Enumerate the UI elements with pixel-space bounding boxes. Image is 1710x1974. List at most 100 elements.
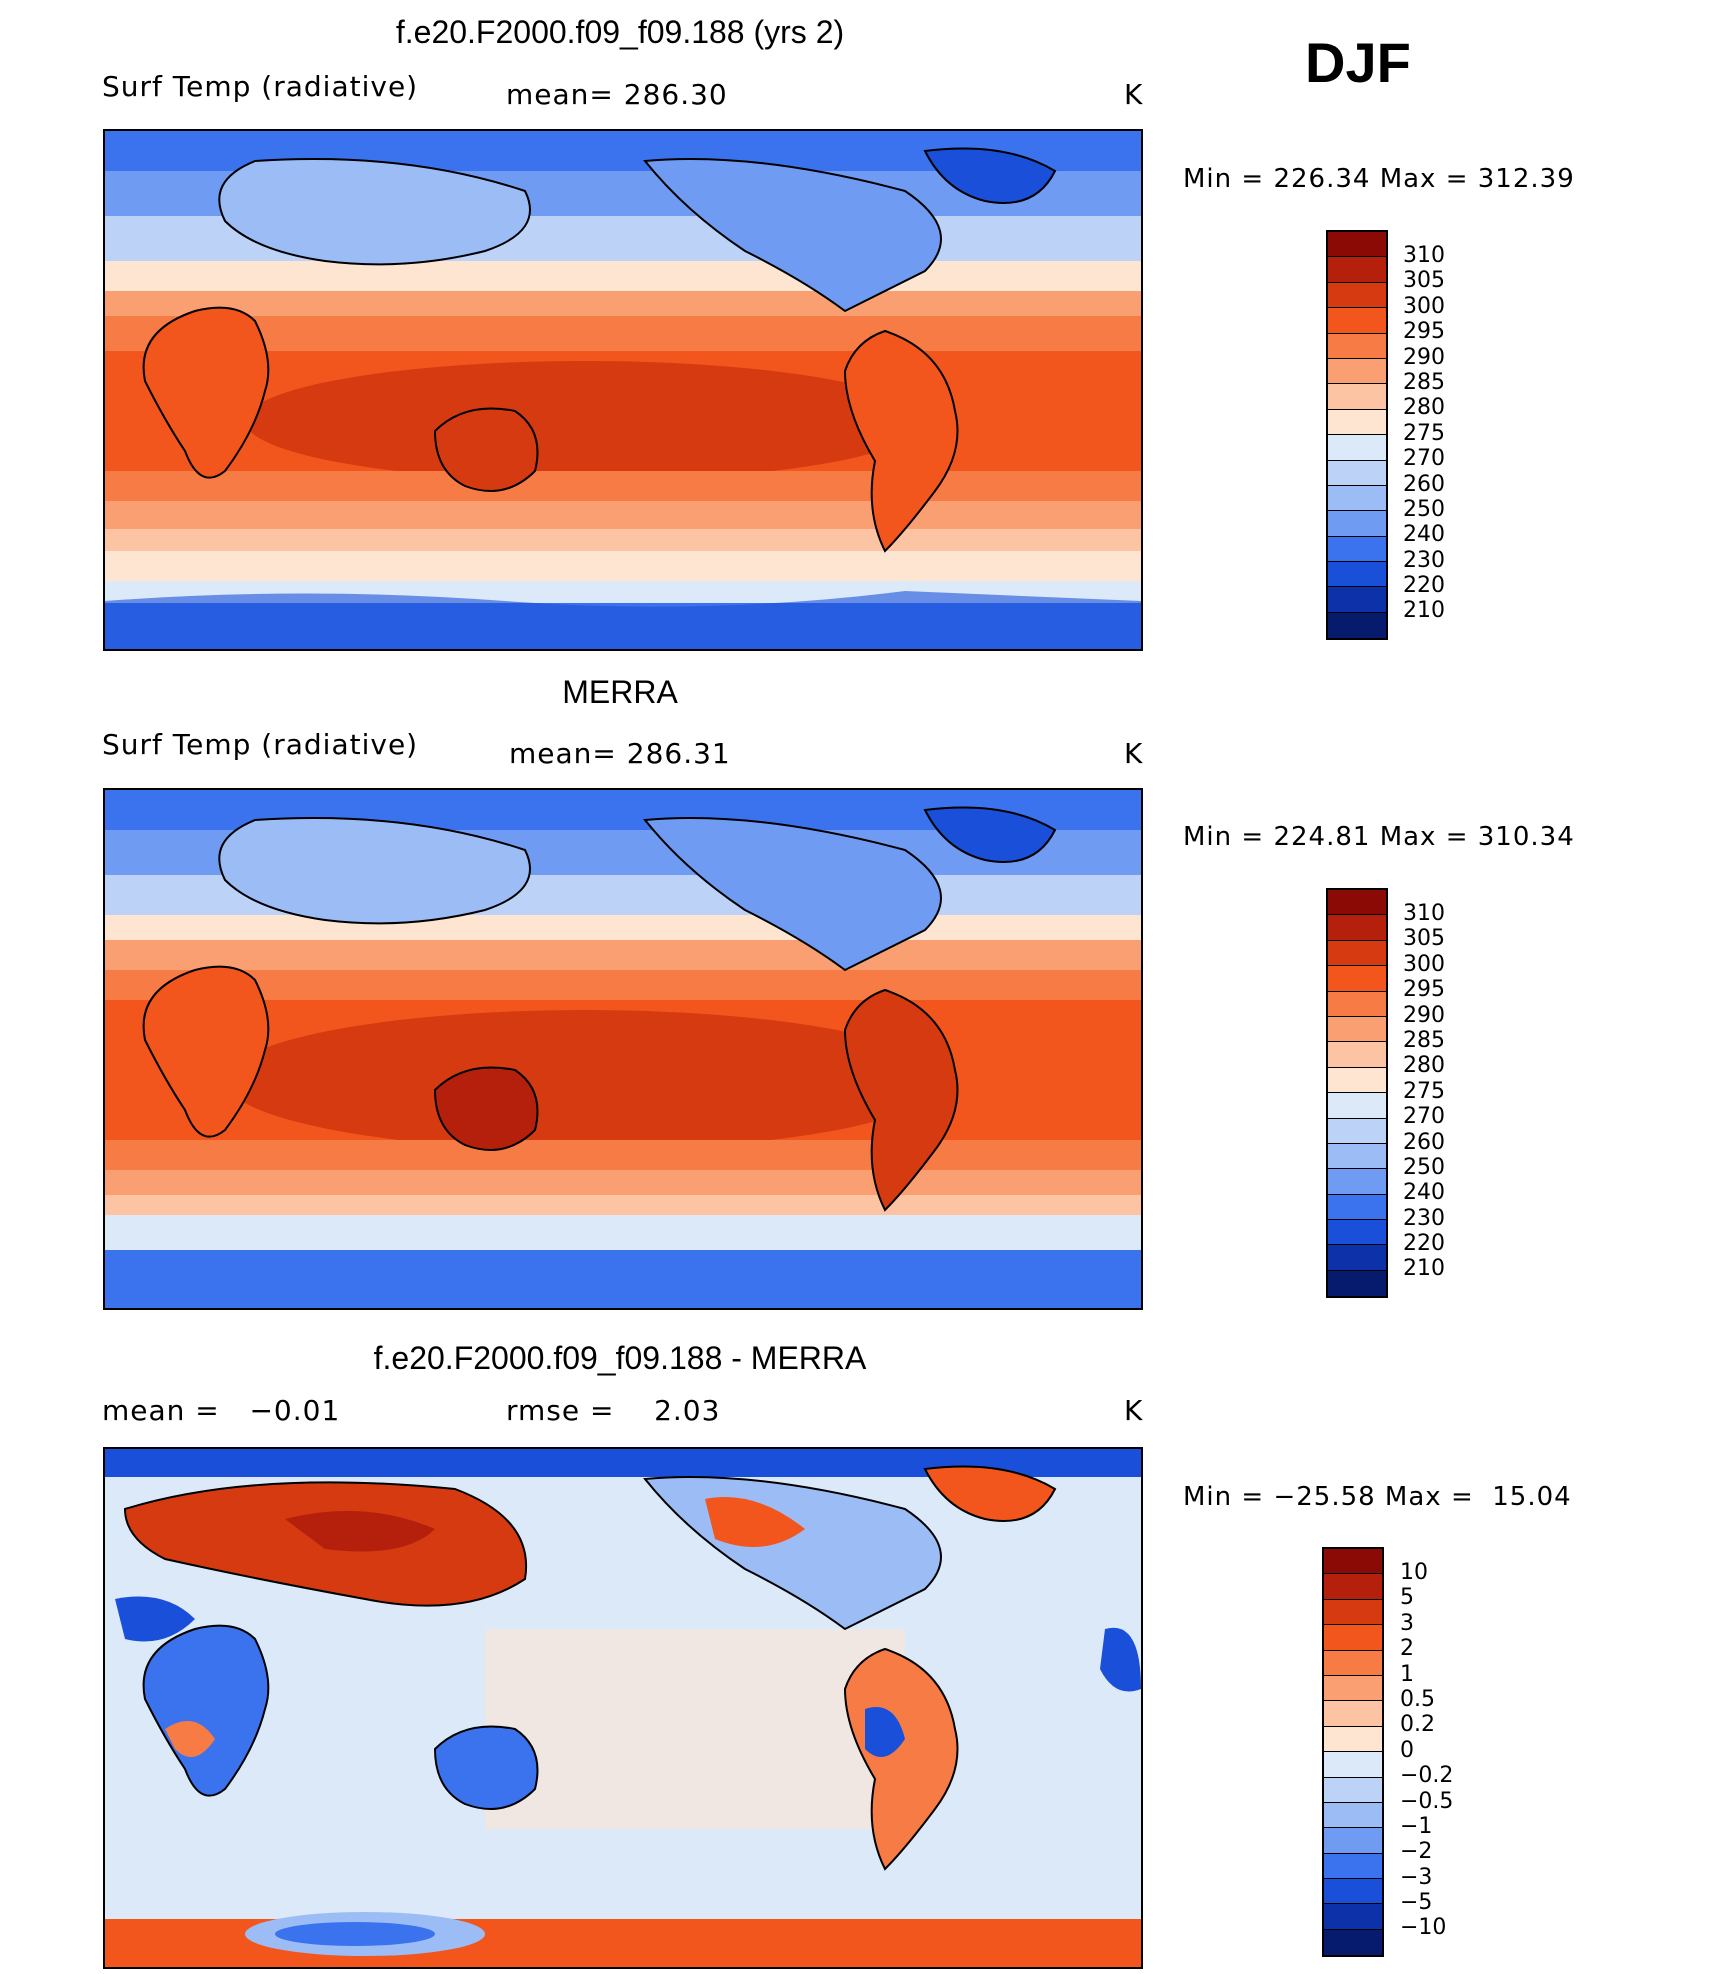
panel-field-label-model: Surf Temp (radiative) (102, 70, 419, 103)
colorbar-swatch (1328, 435, 1386, 461)
panel-field-label-obs: Surf Temp (radiative) (102, 728, 419, 761)
colorbar-tick: 240 (1403, 1180, 1445, 1206)
colorbar-tick: 1 (1400, 1661, 1414, 1687)
colorbar-tick: 250 (1403, 1154, 1445, 1180)
colorbar-swatch (1328, 562, 1386, 588)
colorbar-swatch (1328, 232, 1386, 258)
colorbar-tick: 290 (1403, 1002, 1445, 1028)
map-model (103, 129, 1143, 651)
colorbar-ticks-model: 310 305 300 295 290 285 280 275 270 260 … (1403, 243, 1445, 624)
colorbar-model (1326, 230, 1388, 641)
colorbar-swatch (1328, 511, 1386, 537)
colorbar-tick: 290 (1403, 344, 1445, 370)
colorbar-swatch (1328, 485, 1386, 512)
colorbar-swatch (1328, 915, 1386, 941)
colorbar-tick: 280 (1403, 1053, 1445, 1079)
colorbar-tick: 0.2 (1400, 1712, 1435, 1738)
colorbar-swatch (1328, 1143, 1386, 1170)
colorbar-swatch (1324, 1650, 1382, 1676)
colorbar-ticks-obs: 310 305 300 295 290 285 280 275 270 260 … (1403, 901, 1445, 1282)
colorbar-swatch (1328, 384, 1386, 410)
colorbar-swatch (1324, 1752, 1382, 1778)
colorbar-tick: 210 (1403, 598, 1445, 624)
colorbar-swatch (1324, 1777, 1382, 1803)
colorbar-swatch (1324, 1599, 1382, 1626)
panel-title-model: f.e20.F2000.f09_f09.188 (yrs 2) (395, 14, 845, 50)
panel-units-diff: K (1124, 1394, 1144, 1427)
colorbar-swatch (1328, 257, 1386, 283)
colorbar-swatch (1328, 1270, 1386, 1297)
colorbar-tick: 220 (1403, 573, 1445, 599)
colorbar-swatch (1324, 1929, 1382, 1956)
colorbar-tick: 305 (1403, 926, 1445, 952)
panel-minmax-obs: Min = 224.81 Max = 310.34 (1183, 822, 1575, 852)
colorbar-swatch (1324, 1904, 1382, 1930)
colorbar-tick: 260 (1403, 1129, 1445, 1155)
colorbar-obs (1326, 888, 1388, 1299)
colorbar-swatch (1328, 1067, 1386, 1094)
map-model-field (105, 131, 1141, 649)
colorbar-tick: 295 (1403, 319, 1445, 345)
panel-title-obs: MERRA (562, 674, 678, 710)
colorbar-swatch (1328, 409, 1386, 436)
colorbar-swatch (1324, 1549, 1382, 1575)
panel-title-diff: f.e20.F2000.f09_f09.188 - MERRA (373, 1340, 867, 1376)
colorbar-swatch (1328, 940, 1386, 967)
colorbar-swatch (1328, 460, 1386, 486)
colorbar-tick: 0 (1400, 1737, 1414, 1763)
colorbar-swatch (1324, 1574, 1382, 1600)
colorbar-swatch (1328, 536, 1386, 563)
colorbar-tick: 270 (1403, 446, 1445, 472)
colorbar-tick: 275 (1403, 1078, 1445, 1104)
season-label: DJF (1305, 31, 1411, 94)
colorbar-swatch (1328, 991, 1386, 1017)
colorbar-tick: 220 (1403, 1231, 1445, 1257)
colorbar-tick: −3 (1400, 1864, 1433, 1890)
colorbar-swatch (1328, 1016, 1386, 1043)
colorbar-swatch (1324, 1625, 1382, 1651)
colorbar-swatch (1324, 1675, 1382, 1702)
colorbar-tick: 275 (1403, 420, 1445, 446)
colorbar-tick: 280 (1403, 395, 1445, 421)
panel-minmax-model: Min = 226.34 Max = 312.39 (1183, 164, 1575, 194)
colorbar-swatch (1328, 333, 1386, 359)
colorbar-tick: 300 (1403, 293, 1445, 319)
colorbar-swatch (1324, 1802, 1382, 1829)
colorbar-tick: 285 (1403, 369, 1445, 395)
colorbar-tick: 295 (1403, 977, 1445, 1003)
colorbar-tick: 240 (1403, 522, 1445, 548)
colorbar-tick: 305 (1403, 268, 1445, 294)
map-diff (103, 1447, 1143, 1969)
colorbar-swatch (1324, 1879, 1382, 1905)
colorbar-swatch (1328, 282, 1386, 309)
colorbar-ticks-diff: 10 5 3 2 1 0.5 0.2 0 −0.2 −0.5 −1 −2 −3 … (1400, 1560, 1453, 1941)
colorbar-diff (1322, 1547, 1384, 1958)
colorbar-tick: −0.5 (1400, 1788, 1454, 1814)
colorbar-tick: −5 (1400, 1890, 1433, 1916)
colorbar-tick: 2 (1400, 1636, 1414, 1662)
colorbar-swatch (1324, 1828, 1382, 1854)
colorbar-tick: 285 (1403, 1027, 1445, 1053)
colorbar-tick: 210 (1403, 1256, 1445, 1282)
colorbar-swatch (1328, 1194, 1386, 1221)
map-obs (103, 788, 1143, 1310)
colorbar-swatch (1328, 1118, 1386, 1144)
colorbar-tick: −0.2 (1400, 1763, 1454, 1789)
colorbar-swatch (1328, 1245, 1386, 1271)
colorbar-swatch (1328, 966, 1386, 992)
panel-mean-label-obs: mean= 286.31 (509, 737, 731, 770)
map-obs-field (105, 790, 1141, 1308)
colorbar-swatch (1328, 587, 1386, 613)
colorbar-tick: 0.5 (1400, 1686, 1435, 1712)
colorbar-swatch (1328, 890, 1386, 916)
colorbar-tick: 230 (1403, 547, 1445, 573)
colorbar-tick: 250 (1403, 496, 1445, 522)
colorbar-swatch (1328, 612, 1386, 639)
colorbar-tick: 270 (1403, 1104, 1445, 1130)
panel-units-model: K (1124, 78, 1144, 111)
panel-rmse-label-diff: rmse = 2.03 (506, 1394, 721, 1427)
colorbar-tick: −2 (1400, 1839, 1433, 1865)
colorbar-tick: 310 (1403, 243, 1445, 268)
colorbar-tick: 3 (1400, 1610, 1414, 1636)
colorbar-swatch (1328, 1093, 1386, 1119)
